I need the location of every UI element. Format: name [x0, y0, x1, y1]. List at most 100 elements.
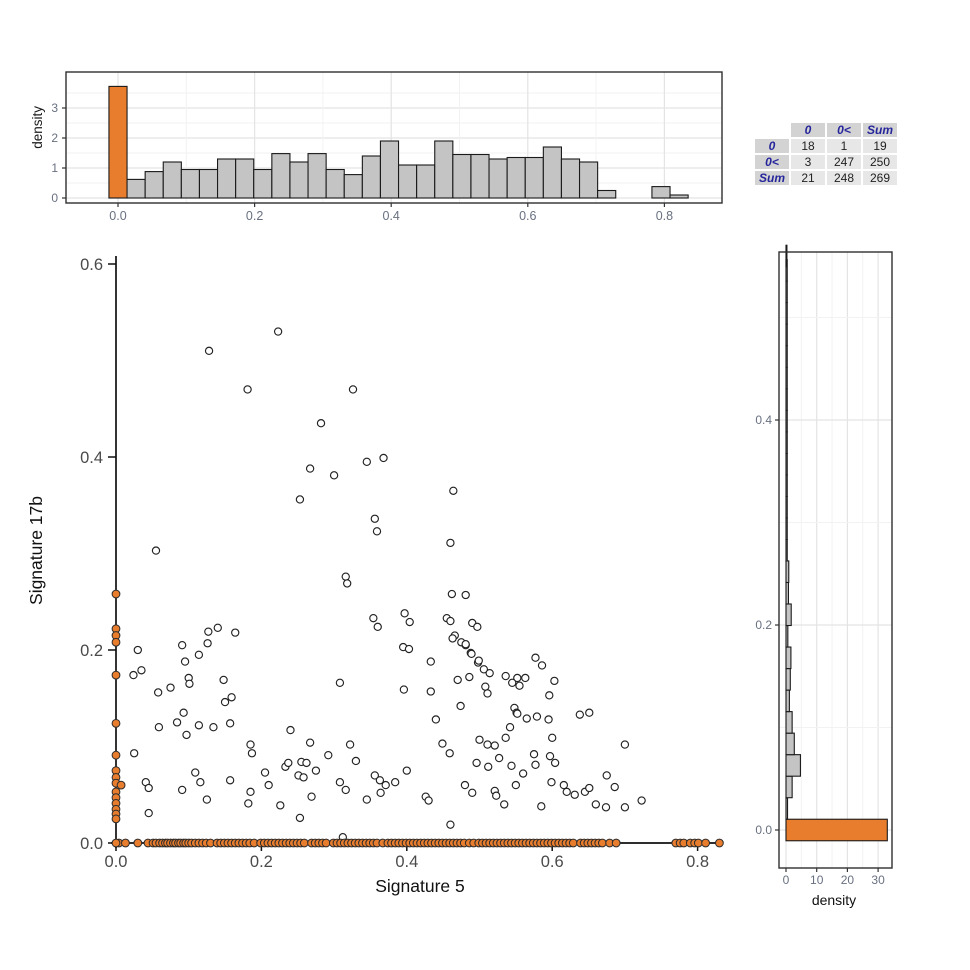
histogram-bar [397, 164, 418, 199]
histogram-bar [343, 174, 363, 199]
scatter-point [341, 785, 350, 795]
scatter-point [203, 639, 212, 648]
histogram-bar [785, 474, 788, 497]
scatter-point [243, 385, 252, 394]
scatter-point [585, 783, 594, 793]
scatter-point [559, 780, 569, 790]
scatter-point [545, 691, 554, 700]
histogram-bar [289, 161, 309, 199]
scatter-point [438, 739, 447, 748]
scatter-point [518, 769, 528, 778]
scatter-point [144, 808, 153, 818]
scatter-point [335, 678, 345, 687]
histogram-bar [578, 161, 599, 199]
scatter-point [191, 768, 200, 777]
scatter-point [185, 679, 194, 688]
zero-point-x [693, 838, 703, 848]
scatter-point [311, 766, 321, 775]
scatter-point [515, 681, 524, 690]
scatter-point [505, 723, 515, 732]
histogram-bar [785, 388, 788, 411]
x-tick-label: 0.4 [395, 853, 418, 871]
scatter-point [465, 672, 474, 682]
scatter-point [284, 758, 293, 768]
scatter-point [179, 708, 188, 717]
scatter-point [302, 758, 311, 768]
scatter-point [376, 788, 385, 797]
histogram-bar [785, 711, 793, 734]
scatter-point [177, 785, 187, 795]
zero-point [116, 780, 126, 790]
scatter-point [133, 645, 142, 655]
scatter-point [537, 802, 546, 811]
histogram-bar [785, 323, 788, 347]
histogram-bar [162, 161, 182, 199]
histogram-bar [416, 164, 436, 199]
scatter-point [177, 641, 187, 650]
histogram-bar [785, 603, 792, 627]
right-histogram: 0.0 0.2 0.4 0 10 20 30 [755, 244, 893, 887]
scatter-point [485, 668, 494, 678]
x-tick-label: 30 [871, 873, 885, 887]
histogram-bar [785, 366, 788, 390]
scatter-point [446, 538, 455, 548]
scatter-point [492, 791, 501, 800]
y-tick-label: 3 [51, 101, 58, 115]
scatter-point [501, 733, 510, 742]
scatter-point [348, 385, 358, 394]
histogram-bar [785, 754, 801, 777]
scatter-point [529, 750, 539, 759]
right-histogram-xlabel: density [811, 892, 857, 908]
histogram-bar [144, 171, 164, 199]
table-value-cell: 3 [791, 155, 826, 169]
scatter-point [570, 790, 579, 799]
scatter-point [299, 773, 308, 782]
table-value-cell: 19 [863, 139, 898, 153]
histogram-bar [785, 775, 793, 799]
histogram-bar [785, 624, 789, 648]
scatter-point [547, 778, 556, 787]
histogram-bar [216, 158, 237, 199]
scatter-point [372, 527, 382, 536]
histogram-bar [470, 153, 490, 199]
histogram-bar [785, 495, 788, 519]
scatter-point [494, 753, 504, 763]
histogram-bar [307, 153, 327, 199]
table-value-cell: 250 [863, 155, 898, 169]
scatter-point [305, 464, 315, 473]
histogram-bar [126, 178, 146, 199]
top-histogram-ylabel: density [30, 106, 45, 149]
scatter-point [231, 628, 240, 637]
scatter-point [449, 486, 458, 495]
scatter-point [562, 787, 571, 797]
scatter-point [426, 657, 435, 666]
histogram-bar [785, 581, 790, 605]
zero-point-y [111, 637, 121, 647]
histogram-bar [560, 158, 581, 199]
histogram-bar [180, 168, 200, 199]
scatter-point [399, 685, 409, 694]
scatter-point [483, 689, 492, 698]
scatter-point [405, 617, 414, 627]
scatter-point [295, 813, 305, 823]
scatter-point [402, 766, 411, 775]
scatter-point [370, 514, 379, 523]
y-tick-label: 0.2 [755, 618, 772, 632]
histogram-bar [785, 668, 791, 691]
scatter-point [513, 673, 522, 683]
scatter-point [390, 778, 400, 787]
scatter-point [244, 799, 253, 808]
scatter-point [585, 708, 594, 717]
zero-point-x [121, 838, 130, 848]
scatter-point [194, 721, 204, 730]
scatter-point [545, 751, 555, 761]
table-col-header: 0 [791, 123, 826, 137]
scatter-point [276, 801, 285, 810]
scatter-point [447, 589, 457, 599]
x-tick-label: 0.6 [519, 209, 536, 223]
scatter-point [369, 613, 378, 623]
scatter-ylabel: Signature 17b [26, 496, 46, 605]
scatter-point [324, 751, 333, 760]
scatter-point [461, 590, 470, 600]
scatter-xlabel: Signature 5 [375, 876, 465, 896]
